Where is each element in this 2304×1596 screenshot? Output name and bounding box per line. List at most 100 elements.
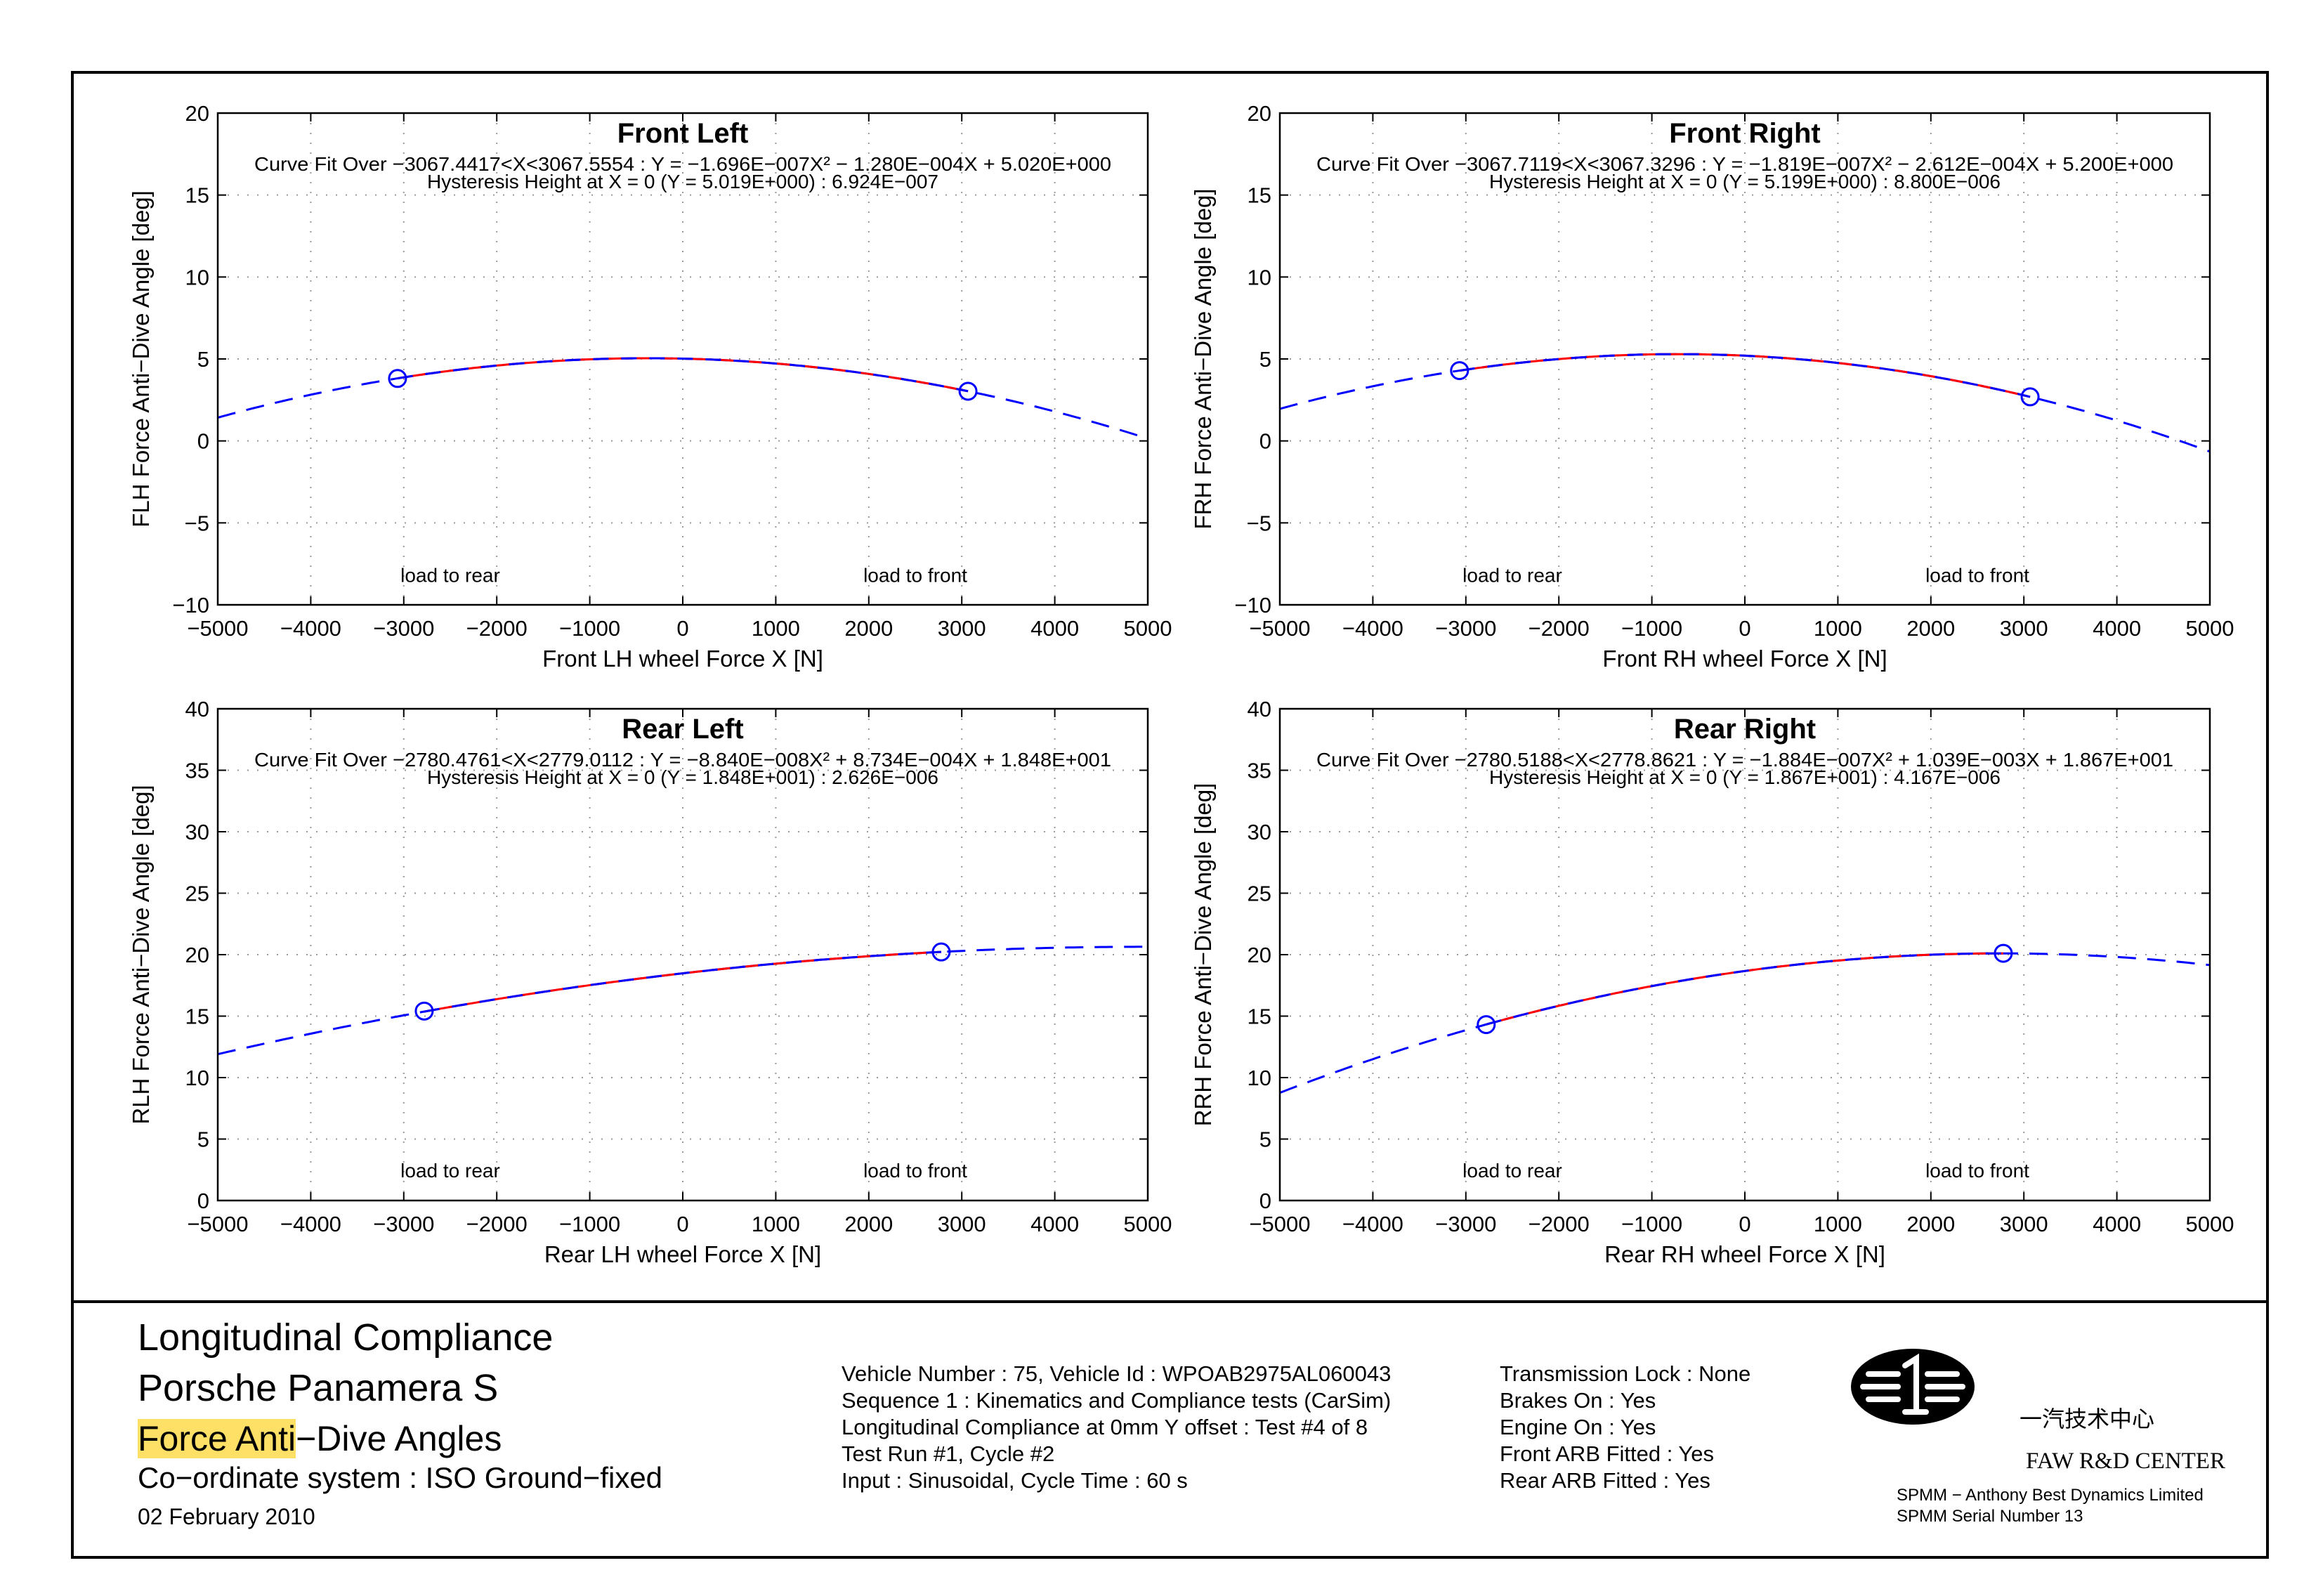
x-tick-label: 5000 bbox=[1124, 616, 1172, 641]
y-tick-label: 0 bbox=[197, 429, 209, 454]
vehicle-info-line: Input : Sinusoidal, Cycle Time : 60 s bbox=[842, 1468, 1188, 1493]
subtitle-rest: −Dive Angles bbox=[296, 1419, 502, 1458]
x-tick-label: 5000 bbox=[1124, 1212, 1172, 1236]
credits: SPMM − Anthony Best Dynamics Limited SPM… bbox=[1897, 1485, 2204, 1527]
load-direction-label: load to rear bbox=[1462, 1160, 1562, 1182]
y-tick-label: 15 bbox=[1248, 183, 1271, 208]
subtitle-highlight: Force Anti bbox=[138, 1419, 296, 1458]
x-tick-label: −1000 bbox=[1621, 1212, 1682, 1236]
chart-title: Front Left bbox=[617, 118, 749, 149]
fit-curve-measured-range bbox=[1459, 353, 2031, 398]
x-tick-label: −1000 bbox=[559, 1212, 620, 1236]
vehicle-info-line: Longitudinal Compliance at 0mm Y offset … bbox=[842, 1415, 1368, 1439]
x-tick-label: 1000 bbox=[1814, 616, 1862, 641]
x-tick-label: 0 bbox=[676, 616, 688, 641]
x-tick-label: −3000 bbox=[1435, 1212, 1496, 1236]
logo-chinese-text: 一汽技术中心 bbox=[2020, 1406, 2155, 1432]
chart-front-left: −5000 −4000 −3000 −2000 −1000 0 1000 2000 3000 40… bbox=[128, 101, 1172, 672]
hysteresis-height: Hysteresis Height at X = 0 (Y = 5.019E+0… bbox=[427, 171, 938, 192]
x-tick-label: −2000 bbox=[466, 1212, 528, 1236]
x-tick-label: −5000 bbox=[187, 1212, 248, 1236]
curve-fit-equation: Curve Fit Over −3067.4417<X<3067.5554 : … bbox=[254, 153, 1111, 175]
x-tick-label: 2000 bbox=[1906, 1212, 1955, 1236]
x-tick-label: 2000 bbox=[844, 1212, 893, 1236]
load-direction-label: load to rear bbox=[400, 1160, 500, 1182]
x-tick-label: 3000 bbox=[938, 616, 986, 641]
y-tick-label: 25 bbox=[1248, 882, 1271, 906]
vehicle-info: Vehicle Number : 75, Vehicle Id : WPOAB2… bbox=[842, 1361, 1391, 1494]
y-tick-label: −10 bbox=[172, 593, 209, 617]
y-tick-label: 20 bbox=[1248, 101, 1271, 126]
chart-front-right: −5000 −4000 −3000 −2000 −1000 0 1000 2000 3000 40… bbox=[1190, 101, 2234, 672]
end-point-marker bbox=[1477, 1015, 1496, 1035]
y-tick-label: 15 bbox=[185, 1005, 209, 1029]
x-axis-label: Front LH wheel Force X [N] bbox=[542, 646, 823, 672]
y-tick-label: 0 bbox=[1259, 1189, 1271, 1213]
x-tick-label: −4000 bbox=[1342, 616, 1403, 641]
load-direction-label: load to front bbox=[863, 564, 967, 586]
report-date: 02 February 2010 bbox=[138, 1504, 315, 1529]
credit-line: SPMM − Anthony Best Dynamics Limited bbox=[1897, 1486, 2204, 1505]
x-tick-label: −3000 bbox=[1435, 616, 1496, 641]
faw-logo-emblem bbox=[1851, 1349, 1975, 1425]
y-axis-label: FLH Force Anti−Dive Angle [deg] bbox=[128, 190, 154, 528]
x-tick-label: 4000 bbox=[2093, 616, 2141, 641]
curve-fit-equation: Curve Fit Over −2780.4761<X<2779.0112 : … bbox=[254, 749, 1111, 771]
curve-fit-equation: Curve Fit Over −2780.5188<X<2778.8621 : … bbox=[1316, 749, 2173, 771]
x-axis-label: Rear LH wheel Force X [N] bbox=[544, 1241, 821, 1267]
load-direction-label: load to front bbox=[1925, 564, 2029, 586]
y-tick-label: −5 bbox=[185, 511, 209, 535]
plot-frame bbox=[216, 112, 1149, 606]
chart-title: Rear Left bbox=[622, 714, 743, 745]
faw-logo-wings bbox=[1860, 1353, 1965, 1415]
test-condition-line: Brakes On : Yes bbox=[1500, 1388, 1656, 1413]
y-tick-label: 30 bbox=[185, 820, 209, 844]
y-tick-label: −5 bbox=[1247, 511, 1271, 535]
x-tick-label: 4000 bbox=[1030, 616, 1079, 641]
x-tick-label: −5000 bbox=[1249, 616, 1310, 641]
x-tick-label: 4000 bbox=[1030, 1212, 1079, 1236]
x-tick-label: −4000 bbox=[280, 616, 341, 641]
chart-title: Rear Right bbox=[1674, 714, 1816, 745]
y-tick-label: 10 bbox=[185, 1066, 209, 1090]
y-tick-label: 20 bbox=[1248, 943, 1271, 967]
hysteresis-height: Hysteresis Height at X = 0 (Y = 5.199E+0… bbox=[1489, 171, 2001, 192]
chart-rear-right: −5000 −4000 −3000 −2000 −1000 0 1000 2000 3000 40… bbox=[1190, 697, 2234, 1267]
x-tick-label: 2000 bbox=[844, 616, 893, 641]
vehicle-info-line: Test Run #1, Cycle #2 bbox=[842, 1441, 1055, 1466]
x-tick-label: −4000 bbox=[1342, 1212, 1403, 1236]
plot-frame bbox=[1278, 112, 2211, 606]
chart-title: Front Right bbox=[1669, 118, 1821, 149]
test-conditions: Transmission Lock : None Brakes On : Yes… bbox=[1500, 1361, 1750, 1494]
test-condition-line: Front ARB Fitted : Yes bbox=[1500, 1441, 1714, 1466]
y-tick-label: 5 bbox=[197, 1127, 209, 1152]
y-tick-label: 15 bbox=[185, 183, 209, 208]
test-condition-line: Transmission Lock : None bbox=[1500, 1361, 1751, 1386]
report-title: Longitudinal Compliance bbox=[138, 1316, 554, 1359]
logo-english-text: FAW R&D CENTER bbox=[2026, 1448, 2225, 1474]
y-tick-label: 10 bbox=[185, 265, 209, 289]
x-tick-label: 1000 bbox=[752, 1212, 800, 1236]
x-tick-label: 4000 bbox=[2093, 1212, 2141, 1236]
fit-curve-measured-range bbox=[424, 950, 941, 1013]
vehicle-info-line: Vehicle Number : 75, Vehicle Id : WPOAB2… bbox=[842, 1361, 1392, 1386]
test-condition-line: Rear ARB Fitted : Yes bbox=[1500, 1468, 1710, 1493]
y-tick-label: 5 bbox=[197, 347, 209, 372]
x-tick-label: 1000 bbox=[752, 616, 800, 641]
x-tick-label: −4000 bbox=[280, 1212, 341, 1236]
y-axis-label: RRH Force Anti−Dive Angle [deg] bbox=[1190, 783, 1216, 1127]
y-tick-label: 15 bbox=[1248, 1005, 1271, 1029]
fit-curve-extended bbox=[218, 357, 1148, 440]
end-point-marker bbox=[1994, 943, 2013, 963]
test-condition-line: Engine On : Yes bbox=[1500, 1415, 1656, 1439]
x-tick-label: −5000 bbox=[1249, 1212, 1310, 1236]
end-point-marker bbox=[388, 369, 407, 388]
load-direction-label: load to rear bbox=[1462, 564, 1562, 586]
report-subtitle: Force Anti−Dive Angles bbox=[138, 1413, 502, 1464]
y-axis-label: FRH Force Anti−Dive Angle [deg] bbox=[1190, 188, 1216, 529]
y-tick-label: 35 bbox=[185, 759, 209, 783]
x-tick-label: 0 bbox=[1739, 1212, 1750, 1236]
x-tick-label: −3000 bbox=[373, 616, 434, 641]
x-tick-label: −2000 bbox=[1529, 616, 1590, 641]
